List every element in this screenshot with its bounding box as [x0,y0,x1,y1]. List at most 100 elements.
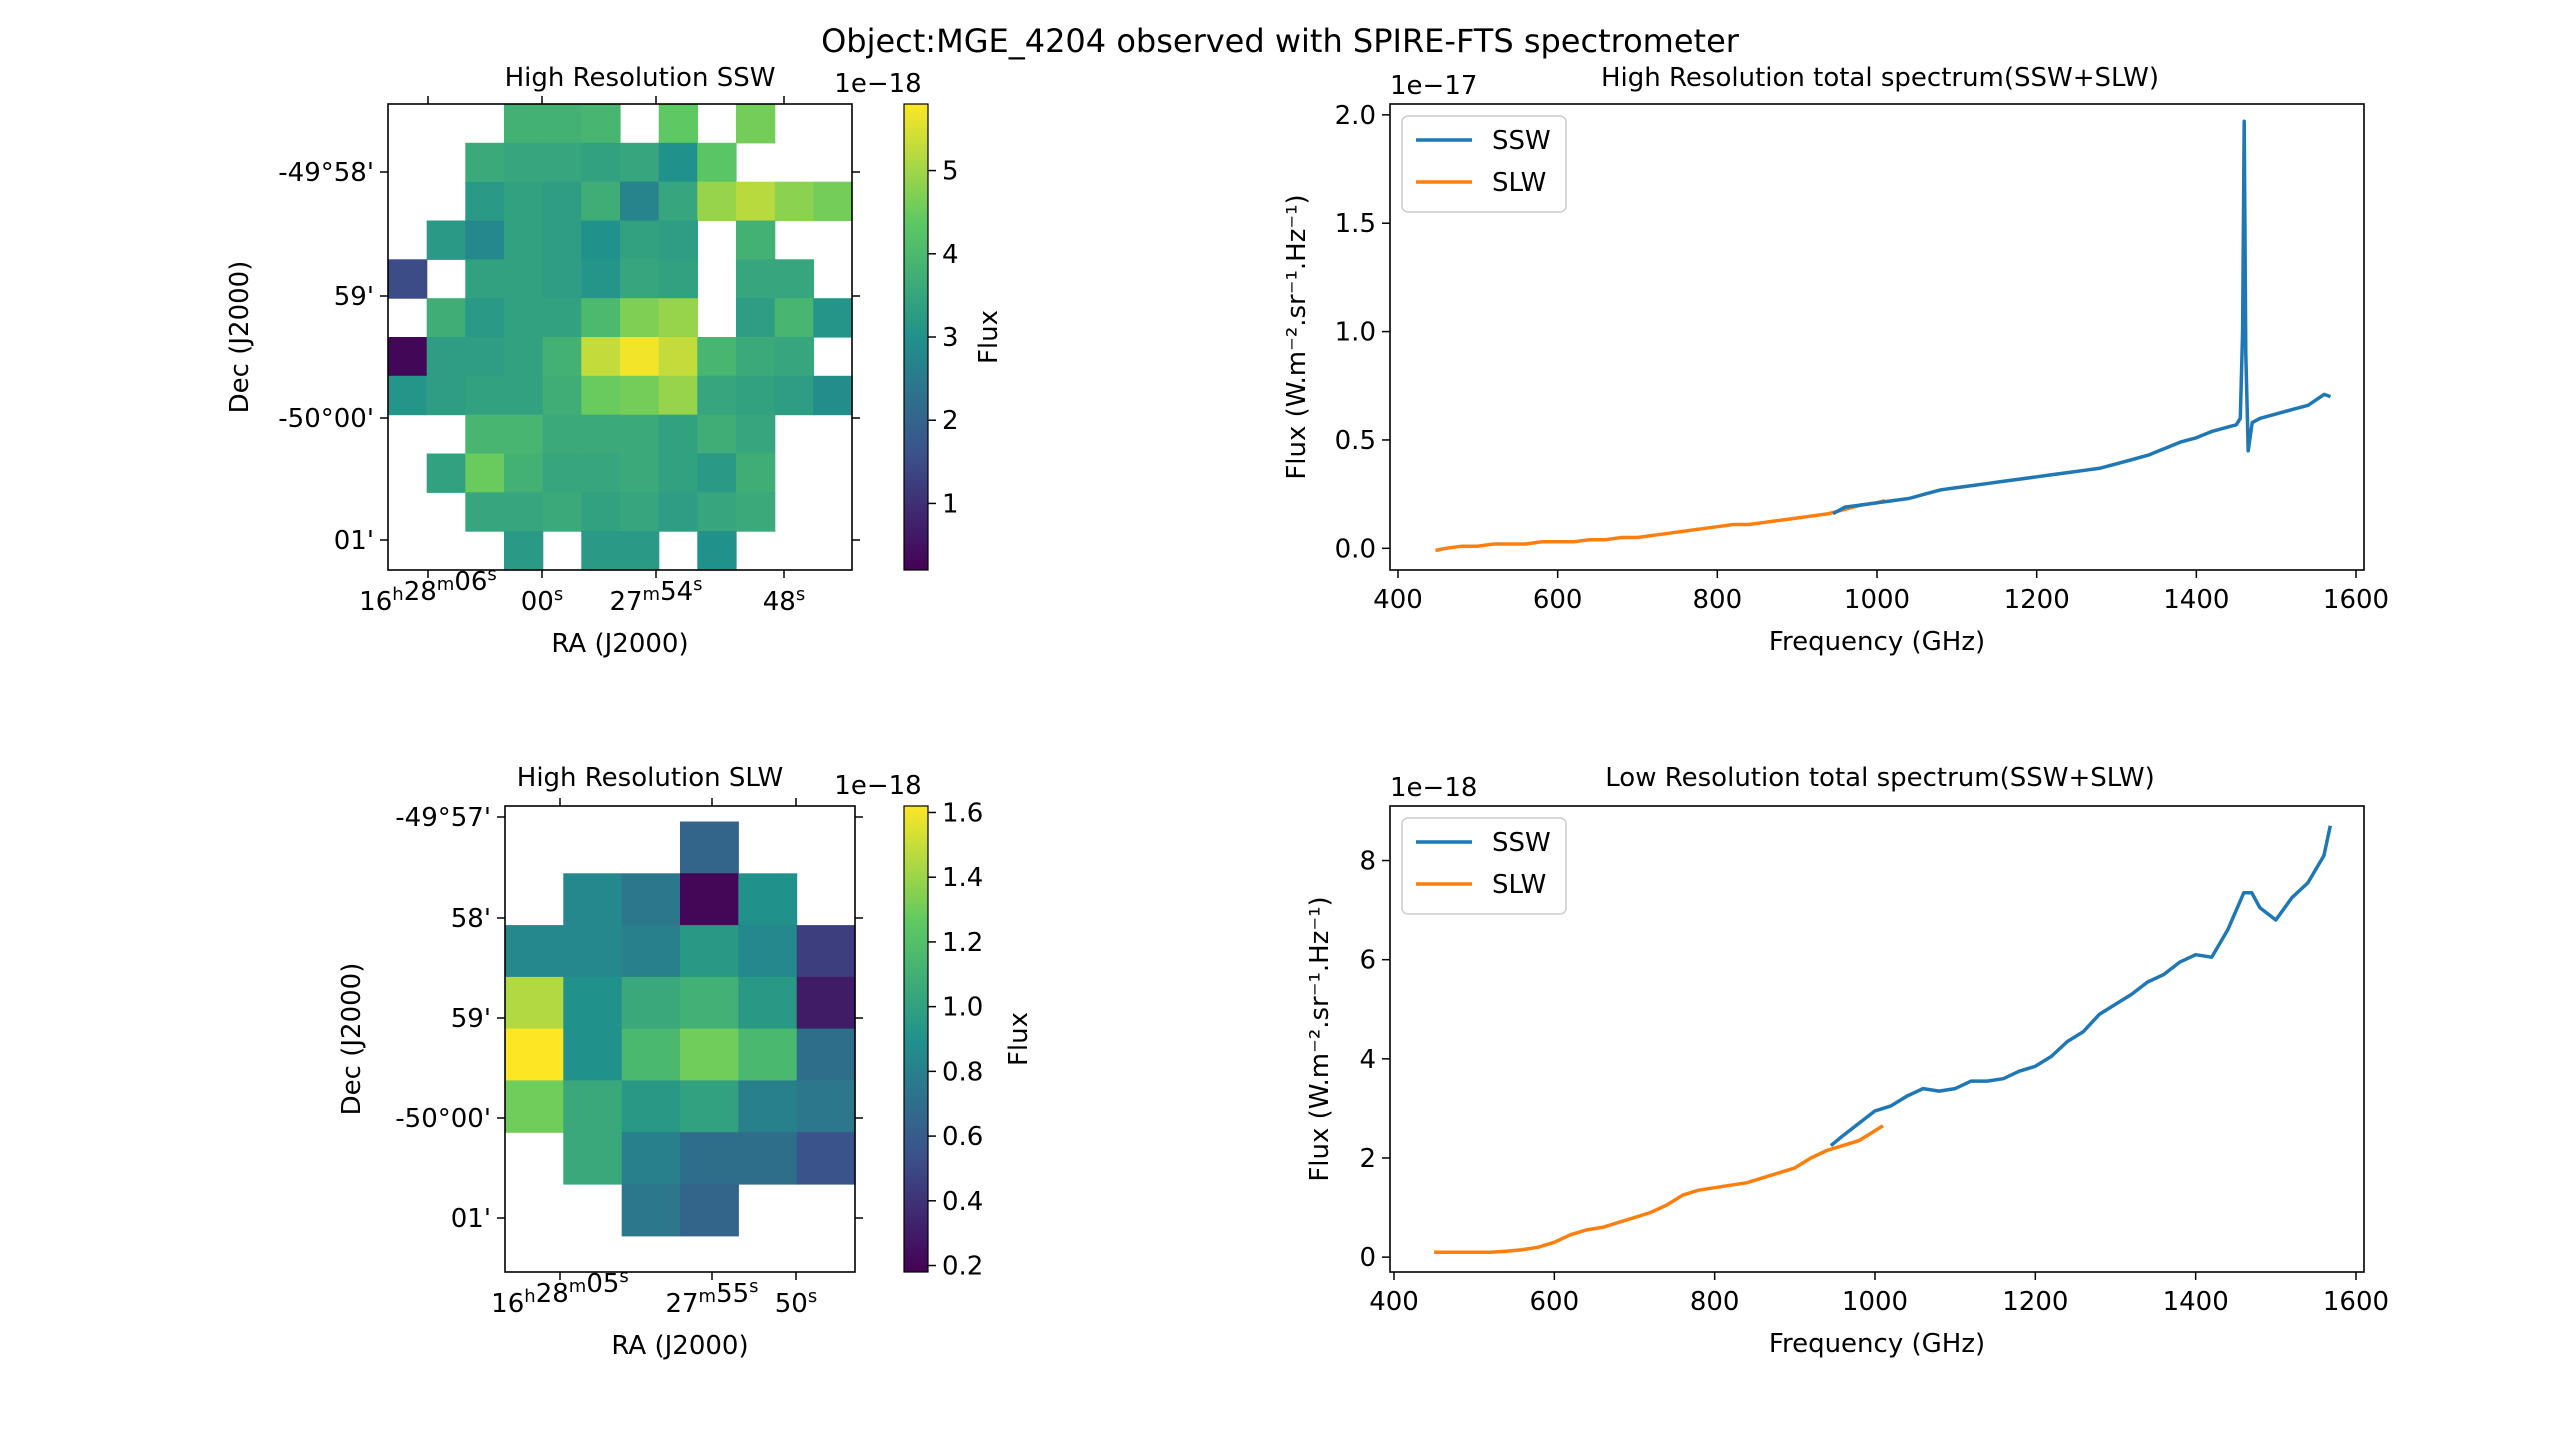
slw-map-cell [563,1080,623,1133]
ssw-map-cell [736,414,776,455]
high-res-spectrum-panel: High Resolution total spectrum(SSW+SLW) … [1282,63,2389,657]
slw-map-cell [738,976,798,1030]
high-res-spectrum-y-ticks: 0.0 0.5 1.0 1.5 2.0 [1335,101,1390,564]
ssw-colorbar-tick-label: 3 [942,323,959,353]
ssw-map-cell [697,414,737,455]
slw-map-frame [504,805,856,1273]
high-res-spectrum-xlabel: Frequency (GHz) [1769,627,1985,657]
low-res-spectrum-ylabel: Flux (W.m⁻².sr⁻¹.Hz⁻¹) [1305,896,1335,1181]
slw-map-x-tick-label: 16h28m05s [491,1266,629,1319]
ssw-map-cell [581,104,621,144]
ssw-map-cell [581,259,621,299]
ssw-map-cell [620,259,660,299]
ssw-map-cell [736,375,776,416]
ssw-map-cell [581,298,621,338]
ssw-map-panel: High Resolution SSW 16h28m06s 00s 27m54s 48… [225,63,1004,659]
low-res-x-tick-label: 1200 [2002,1287,2068,1317]
slw-colorbar-tick-label: 0.8 [942,1057,983,1087]
slw-map-cell [680,1132,739,1185]
ssw-colorbar-tick-label: 1 [942,489,959,519]
ssw-map-cell [697,492,737,532]
low-res-series-ssw [1829,825,2333,1147]
low-res-series-slw [1434,1124,1884,1254]
ssw-map-cell [542,337,582,377]
slw-colorbar: 0.2 0.4 0.6 0.8 1.0 1.2 1.4 1.6 1e−18 Flux [834,771,1034,1282]
ssw-map-cell [813,375,853,416]
slw-colorbar-tick-label: 0.2 [942,1252,983,1282]
ssw-map-cell [620,453,660,493]
low-res-y-tick-label: 6 [1359,946,1376,976]
ssw-map-cell [542,298,582,338]
ssw-map-x-tick-label: 48s [763,584,805,617]
high-res-legend-slw-label: SLW [1492,168,1546,198]
slw-map-cell [796,976,856,1030]
ssw-map-cell [504,337,544,377]
slw-map-cell [621,1080,681,1133]
slw-map-title: High Resolution SLW [517,763,783,793]
ssw-map-cell [388,337,428,377]
ssw-map-cell [658,181,698,222]
ssw-map-cell [504,375,544,416]
ssw-map-cell [504,414,544,455]
ssw-map-cell [542,414,582,455]
low-res-spectrum-panel: Low Resolution total spectrum(SSW+SLW) 1… [1305,763,2389,1359]
high-res-legend-ssw-label: SSW [1492,126,1551,156]
ssw-map-y-tick-label: -49°58' [278,158,374,188]
ssw-map-cell [658,414,698,455]
ssw-map-cell [465,298,505,338]
high-res-y-tick-label: 1.0 [1335,318,1376,348]
slw-map-cell [738,873,798,926]
low-res-x-tick-label: 400 [1369,1287,1419,1317]
slw-colorbar-tick-label: 0.6 [942,1122,983,1152]
slw-colorbar-offset: 1e−18 [834,771,921,801]
low-res-spectrum-y-ticks: 0 2 4 6 8 [1359,847,1390,1273]
ssw-map-cell [542,220,582,260]
high-res-x-tick-label: 600 [1533,585,1583,615]
ssw-map-x-tick-label: 27m54s [609,574,702,617]
ssw-map-cell [620,531,660,571]
slw-map-cell [738,1080,798,1133]
ssw-map-cell [620,375,660,416]
slw-map-cell [621,873,681,926]
ssw-colorbar-tick-label: 2 [942,406,959,436]
low-res-y-tick-label: 4 [1359,1045,1376,1075]
ssw-map-x-tick-label: 16h28m06s [359,564,497,617]
ssw-colorbar-tick-label: 4 [942,240,959,270]
slw-map-x-tick-label: 50s [775,1286,817,1319]
slw-map-x-tick-label: 27m55s [665,1276,758,1319]
ssw-map-cell [658,375,698,416]
high-res-series-ssw [1832,119,2332,516]
high-res-x-tick-label: 1200 [2004,585,2070,615]
slw-map-cell [621,1028,681,1081]
ssw-colorbar-gradient [903,103,929,571]
ssw-map-cell [658,492,698,532]
slw-map-cell [738,925,798,978]
ssw-map-cell [465,337,505,377]
slw-map-cell [680,873,739,926]
low-res-x-tick-label: 1000 [1842,1287,1908,1317]
high-res-x-tick-label: 1000 [1844,585,1910,615]
ssw-map-cell [504,181,544,222]
low-res-spectrum-x-ticks: 400 600 800 1000 1200 1400 1600 [1369,1272,2389,1317]
slw-map-cell [563,1132,623,1185]
ssw-map-cell [736,298,776,338]
ssw-map-cell [774,181,814,222]
ssw-map-y-tick-label: 01' [334,526,374,556]
ssw-map-cell [465,142,505,183]
slw-map-y-tick-label: 59' [451,1004,491,1034]
ssw-map-cell [620,181,660,222]
high-res-x-tick-label: 1400 [2163,585,2229,615]
ssw-map-cell [426,337,466,377]
ssw-map-cell [504,259,544,299]
ssw-map-cell [774,259,814,299]
ssw-map-cell [581,531,621,571]
high-res-y-tick-label: 0.0 [1335,534,1376,564]
ssw-map-cell [581,453,621,493]
ssw-map-cell [697,337,737,377]
slw-map-cell [680,1080,739,1133]
ssw-map-cell [581,375,621,416]
ssw-map-cell [736,220,776,260]
slw-map-cell [563,925,623,978]
ssw-map-cell [388,259,428,299]
ssw-map-ylabel: Dec (J2000) [225,261,255,414]
